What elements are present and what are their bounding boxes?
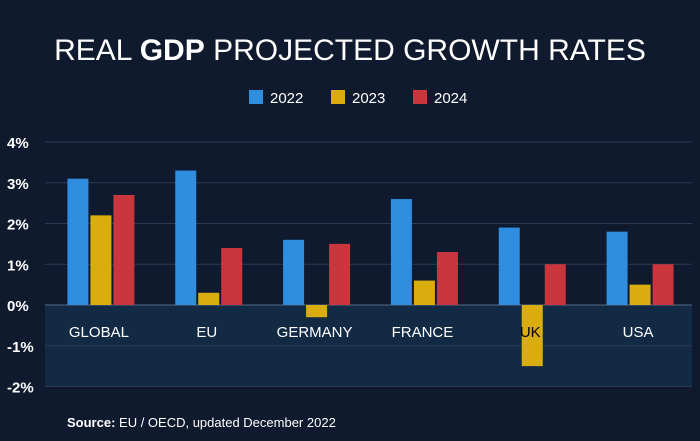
category-label-global: GLOBAL: [69, 324, 129, 341]
source-text: EU / OECD, updated December 2022: [115, 415, 335, 430]
category-labels: GLOBAL EU GERMANY FRANCE UK USA: [69, 324, 654, 341]
y-tick-label: 0%: [7, 298, 29, 315]
chart-title: REAL GDP PROJECTED GROWTH RATES: [54, 34, 646, 67]
source-label: Source:: [67, 415, 115, 430]
bar-germany-2024: [329, 243, 351, 305]
y-tick-labels: 4% 3% 2% 1% 0% -1% -2%: [7, 135, 34, 397]
y-tick-label: 1%: [7, 257, 29, 274]
bar-germany-2023: [306, 305, 328, 318]
bar-global-2023: [90, 215, 112, 305]
bar-uk-2023: [521, 305, 543, 367]
legend-swatch-2023: [331, 90, 345, 104]
bars: [67, 170, 674, 367]
bar-france-2023: [413, 280, 435, 305]
bar-uk-2024: [544, 264, 566, 305]
legend: 2022 2023 2024: [249, 90, 467, 107]
bar-eu-2023: [198, 292, 220, 305]
legend-label-2022: 2022: [270, 90, 303, 107]
category-label-france: FRANCE: [392, 324, 454, 341]
bar-global-2022: [67, 178, 89, 305]
bar-usa-2022: [606, 231, 628, 305]
legend-label-2023: 2023: [352, 90, 385, 107]
category-label-germany: GERMANY: [277, 324, 353, 341]
gridlines: [45, 141, 692, 387]
y-tick-label: 2%: [7, 217, 29, 234]
bar-france-2024: [436, 252, 458, 305]
legend-swatch-2022: [249, 90, 263, 104]
source-note: Source: EU / OECD, updated December 2022: [67, 415, 336, 430]
bar-uk-2022: [498, 227, 520, 305]
bar-eu-2024: [221, 247, 243, 305]
bar-usa-2023: [629, 284, 651, 305]
chart-title-part-1: REAL: [54, 34, 140, 67]
bar-france-2022: [390, 199, 412, 305]
bar-usa-2024: [652, 264, 674, 305]
legend-label-2024: 2024: [434, 90, 467, 107]
legend-swatch-2024: [413, 90, 427, 104]
bar-germany-2022: [283, 239, 305, 305]
y-tick-label: 4%: [7, 135, 29, 152]
y-tick-label: 3%: [7, 176, 29, 193]
bar-eu-2022: [175, 170, 197, 305]
chart-title-part-2: GDP: [140, 34, 205, 67]
category-label-usa: USA: [623, 324, 654, 341]
y-tick-label: -2%: [7, 380, 34, 397]
category-label-uk: UK: [520, 324, 541, 341]
category-label-eu: EU: [196, 324, 217, 341]
y-tick-label: -1%: [7, 339, 34, 356]
bar-global-2024: [113, 194, 135, 305]
chart-title-part-3: PROJECTED GROWTH RATES: [205, 34, 646, 67]
